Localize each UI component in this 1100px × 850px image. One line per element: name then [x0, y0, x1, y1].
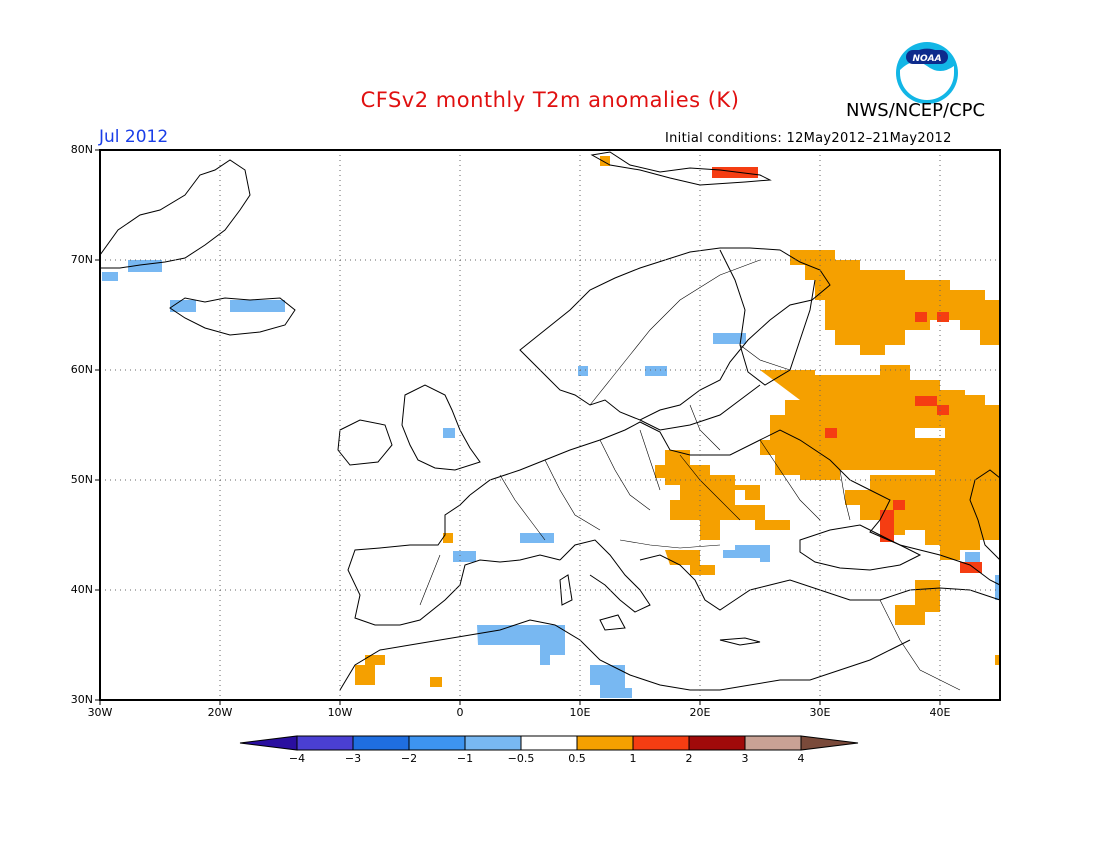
colorbar-swatch — [744, 735, 802, 751]
map-frame — [99, 149, 1001, 701]
hot-anomaly-1 — [915, 312, 927, 322]
colorbar-swatch — [464, 735, 522, 751]
chart-title: CFSv2 monthly T2m anomalies (K) — [360, 88, 740, 112]
lat-label-80n: 80N — [70, 143, 93, 156]
colorbar-swatch — [632, 735, 690, 751]
lon-label-10e: 10E — [569, 706, 591, 719]
greenland-coast — [99, 159, 251, 269]
lon-label-10w: 10W — [327, 706, 353, 719]
warm-anomaly-iran — [995, 655, 1000, 665]
cool-anomaly-algeria — [477, 625, 565, 665]
gridlines — [100, 150, 1000, 700]
cool-anomaly-edge — [995, 575, 1000, 600]
colorbar-swatch — [520, 735, 578, 751]
cool-anomaly-finland — [713, 333, 746, 344]
cool-anomaly-georgia — [965, 552, 980, 562]
colorbar-label: 0.5 — [568, 752, 586, 765]
warm-anomaly-balkans — [655, 450, 790, 540]
lon-label-30w: 30W — [87, 706, 113, 719]
noaa-logo: NOAA — [894, 40, 960, 110]
sardinia — [559, 574, 573, 606]
colorbar — [239, 735, 859, 751]
axis-ticks — [95, 149, 941, 705]
cool-anomaly-spain — [453, 551, 476, 562]
lat-label-40n: 40N — [70, 583, 93, 596]
warm-anomaly-svalbard — [600, 156, 610, 166]
cool-anomaly-iceland-w — [170, 300, 196, 312]
cool-anomaly-libya — [590, 665, 632, 698]
hot-anomaly-crimea — [880, 510, 894, 542]
svalbard-coast — [590, 151, 772, 186]
lat-label-50n: 50N — [70, 473, 93, 486]
lon-label-40e: 40E — [929, 706, 951, 719]
finland-border — [719, 249, 816, 386]
italy-coast — [559, 539, 651, 613]
colorbar-label: 2 — [685, 752, 693, 765]
caspian-sea — [969, 469, 1001, 562]
warm-anomaly-algeria — [430, 677, 442, 687]
lon-label-20w: 20W — [207, 706, 233, 719]
colorbar-label: −2 — [400, 752, 418, 765]
cool-anomaly-sweden — [645, 366, 667, 376]
warm-anomaly-turkey — [895, 580, 940, 625]
hot-anomaly-caucasus — [960, 562, 982, 573]
sicily — [599, 614, 626, 631]
crete — [719, 637, 761, 646]
north-africa-coast — [339, 619, 911, 691]
britain-coast — [401, 384, 481, 471]
warm-anomaly-kola — [790, 250, 1000, 355]
colorbar-swatch — [408, 735, 466, 751]
forecast-period: Jul 2012 — [99, 127, 169, 147]
baltic-coast — [639, 384, 761, 431]
cool-anomaly-1 — [102, 272, 118, 281]
hot-anomaly-svalbard — [712, 167, 758, 178]
balkan-coast — [639, 554, 1001, 611]
colorbar-swatch — [296, 735, 354, 751]
colorbar-label: 4 — [797, 752, 805, 765]
colorbar-label: −3 — [344, 752, 362, 765]
france-spain-coast — [347, 494, 561, 626]
hot-anomaly-3 — [915, 396, 937, 406]
lon-label-20e: 20E — [689, 706, 711, 719]
coastlines — [99, 151, 1001, 691]
borders — [419, 259, 961, 691]
hot-anomaly-5 — [825, 428, 837, 438]
warm-anomaly-morocco — [355, 655, 385, 685]
lat-label-70n: 70N — [70, 253, 93, 266]
colorbar-label: 1 — [629, 752, 637, 765]
initial-conditions: Initial conditions: 12May2012–21May2012 — [665, 131, 952, 146]
lat-label-30n: 30N — [70, 693, 93, 706]
warm-anomaly-biscay — [443, 533, 453, 543]
cool-anomaly-corsica — [520, 533, 554, 543]
scandinavia-coast — [519, 247, 831, 421]
colorbar-label: −0.5 — [507, 752, 535, 765]
ireland-coast — [337, 419, 393, 466]
lon-label-30e: 30E — [809, 706, 831, 719]
black-sea — [799, 524, 922, 571]
neutral-hole — [915, 428, 945, 438]
hot-anomaly-6 — [893, 500, 905, 510]
colorbar-label: −4 — [288, 752, 306, 765]
cool-anomaly-britain — [443, 428, 455, 438]
colorbar-swatch — [688, 735, 746, 751]
cool-anomaly-bulgaria — [723, 545, 770, 562]
colorbar-label: −1 — [456, 752, 474, 765]
anomaly-cells — [102, 156, 1000, 698]
agency-label: NWS/NCEP/CPC — [846, 100, 986, 121]
hot-anomaly-2 — [937, 312, 949, 322]
cool-anomaly-norway — [578, 366, 588, 376]
colorbar-arrow-high — [800, 735, 859, 751]
cool-anomaly-iceland-e — [230, 300, 285, 312]
lon-label-0: 0 — [456, 706, 464, 719]
iceland-coast — [169, 297, 296, 336]
hot-anomaly-4 — [937, 405, 949, 415]
logo-text: NOAA — [912, 54, 941, 64]
colorbar-label: 3 — [741, 752, 749, 765]
colorbar-swatch — [352, 735, 410, 751]
colorbar-swatch — [576, 735, 634, 751]
warm-anomaly-greece — [665, 550, 715, 575]
colorbar-arrow-low — [239, 735, 298, 751]
lat-label-60n: 60N — [70, 363, 93, 376]
